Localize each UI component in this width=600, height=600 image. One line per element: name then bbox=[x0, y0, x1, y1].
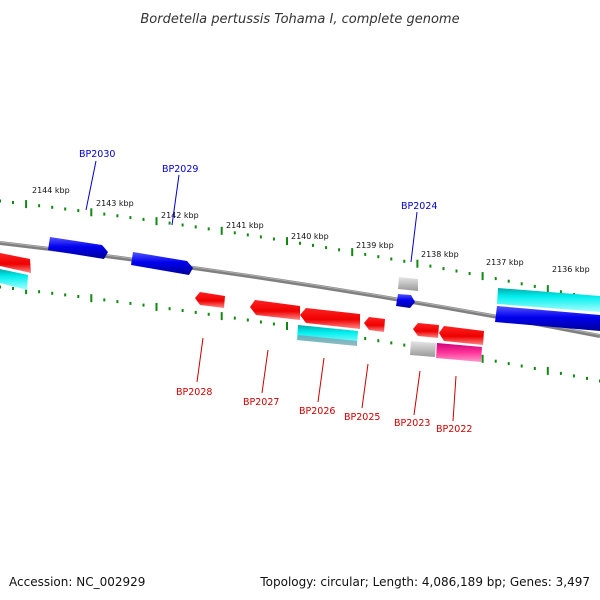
gene-feature-bp2027[interactable] bbox=[250, 300, 300, 320]
reverse-gene-feature-gray[interactable] bbox=[410, 341, 436, 357]
label-leader-bp2025 bbox=[361, 363, 369, 409]
gene-label-bp2027[interactable]: BP2027 bbox=[243, 397, 279, 408]
gene-label-bp2026[interactable]: BP2026 bbox=[299, 406, 335, 417]
gene-feature-bp2024[interactable] bbox=[396, 294, 415, 308]
label-leader-bp2022 bbox=[452, 375, 457, 422]
label-leader-bp2029 bbox=[171, 174, 180, 226]
gene-label-bp2024[interactable]: BP2024 bbox=[401, 201, 437, 212]
gene-feature-bp2022[interactable] bbox=[439, 326, 484, 345]
scale-label: 2137 kbp bbox=[486, 258, 524, 267]
forward-gene-feature[interactable] bbox=[0, 269, 28, 290]
label-leader-bp2027 bbox=[261, 349, 269, 394]
scale-label: 2140 kbp bbox=[291, 232, 329, 241]
reverse-gene-feature-gray[interactable] bbox=[297, 335, 357, 346]
gene-feature-bp2024-gray[interactable] bbox=[398, 277, 418, 291]
reverse-gene-feature-magenta[interactable] bbox=[436, 343, 482, 362]
gene-label-bp2025[interactable]: BP2025 bbox=[344, 412, 380, 423]
gene-feature-bp2029[interactable] bbox=[131, 252, 193, 275]
gene-label-bp2022[interactable]: BP2022 bbox=[436, 424, 472, 435]
forward-gene-feature[interactable] bbox=[0, 253, 31, 273]
gene-label-bp2023[interactable]: BP2023 bbox=[394, 418, 430, 429]
label-leader-bp2030 bbox=[85, 160, 97, 211]
scale-label: 2136 kbp bbox=[552, 265, 590, 274]
gene-label-bp2029[interactable]: BP2029 bbox=[162, 164, 198, 175]
gene-feature-bp2028[interactable] bbox=[195, 292, 225, 308]
label-leader-bp2023 bbox=[413, 370, 421, 416]
gene-label-bp2028[interactable]: BP2028 bbox=[176, 387, 212, 398]
accession-label: Accession: NC_002929 bbox=[9, 575, 145, 589]
label-leader-bp2026 bbox=[317, 357, 325, 403]
scale-label: 2141 kbp bbox=[226, 221, 264, 230]
scale-ticks-forward bbox=[0, 199, 600, 302]
genome-summary: Topology: circular; Length: 4,086,189 bp… bbox=[259, 575, 590, 589]
label-leader-bp2024 bbox=[410, 211, 418, 263]
scale-label: 2138 kbp bbox=[421, 250, 459, 259]
scale-label: 2144 kbp bbox=[32, 186, 70, 195]
gene-feature-bp2025[interactable] bbox=[364, 317, 385, 332]
forward-gene-feature[interactable] bbox=[495, 306, 600, 331]
scale-label: 2142 kbp bbox=[161, 211, 199, 220]
gene-feature-bp2023[interactable] bbox=[413, 323, 439, 338]
forward-gene-feature[interactable] bbox=[497, 288, 600, 312]
gene-feature-bp2026[interactable] bbox=[300, 308, 360, 329]
scale-label: 2139 kbp bbox=[356, 241, 394, 250]
label-leader-bp2028 bbox=[196, 337, 204, 383]
gene-feature-bp2030[interactable] bbox=[48, 237, 108, 259]
scale-label: 2143 kbp bbox=[96, 199, 134, 208]
gene-label-bp2030[interactable]: BP2030 bbox=[79, 149, 115, 160]
map-title: Bordetella pertussis Tohama I, complete … bbox=[140, 12, 459, 27]
